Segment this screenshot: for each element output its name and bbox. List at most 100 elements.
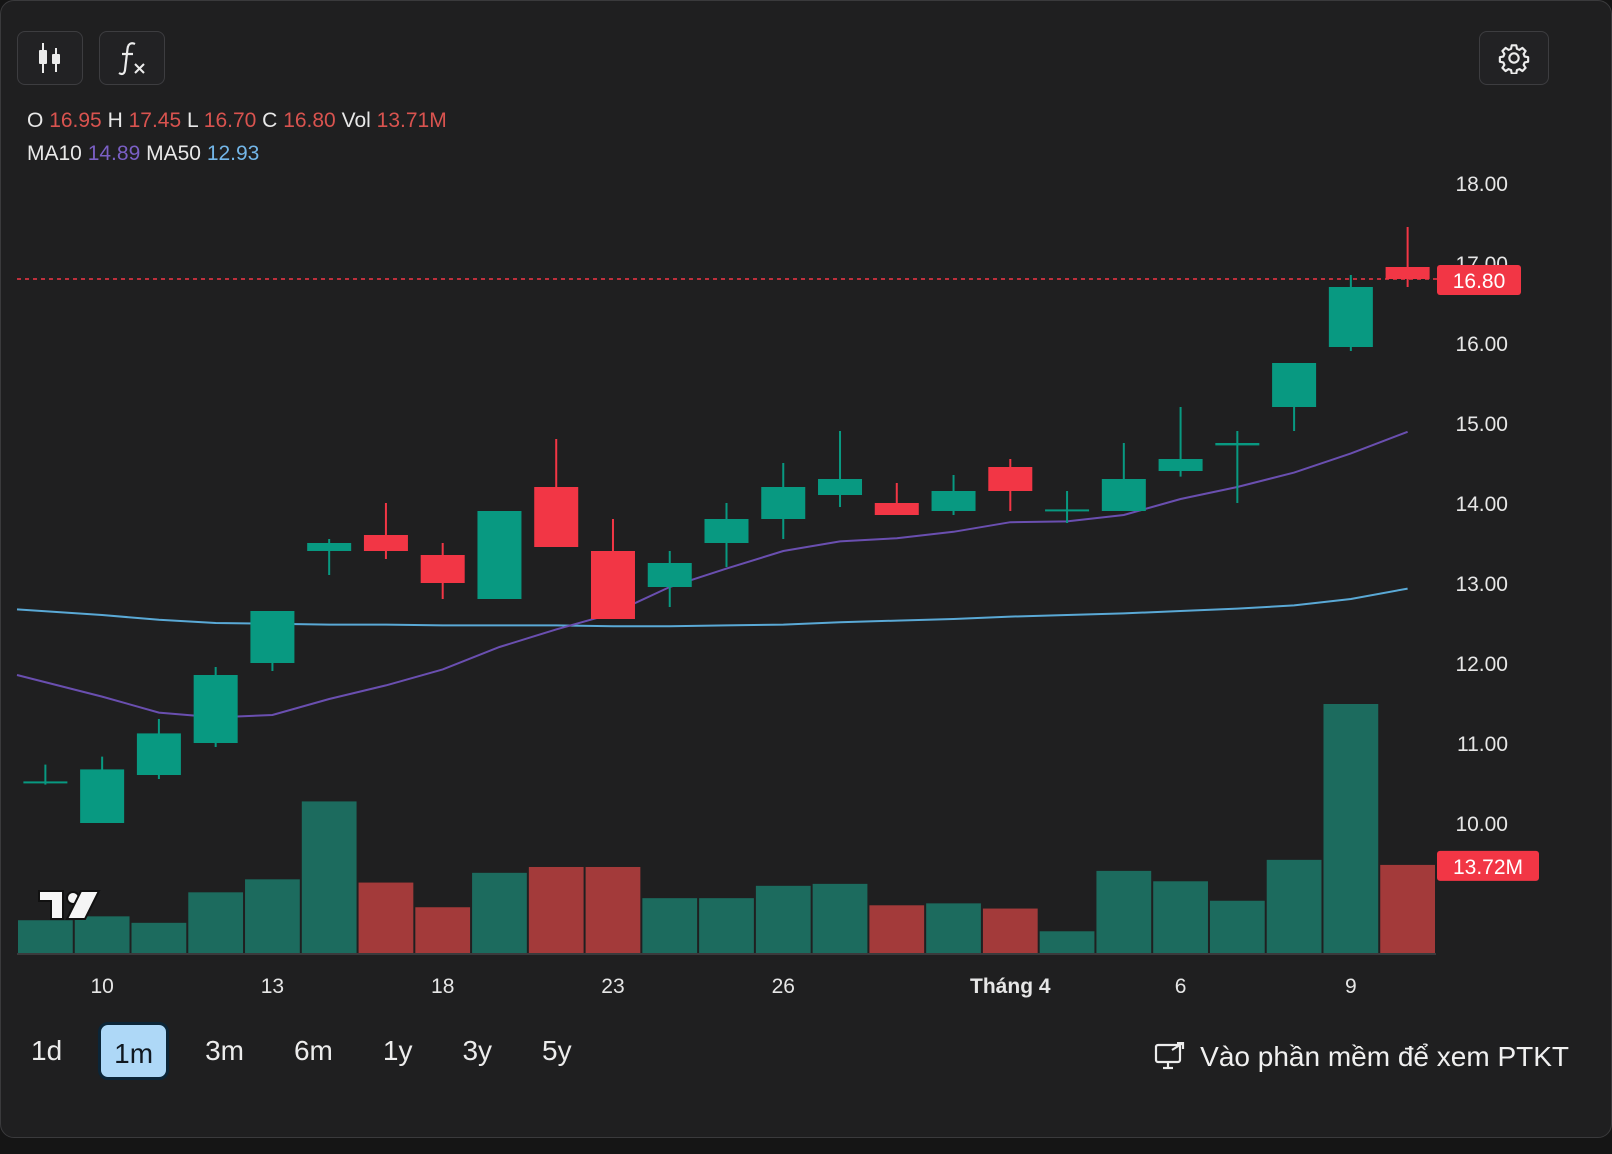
candle-body[interactable] [80, 769, 125, 823]
candle-body[interactable] [590, 551, 635, 619]
volume-bar [188, 892, 244, 954]
candle-body[interactable] [704, 519, 749, 543]
range-button-6m[interactable]: 6m [293, 1035, 333, 1066]
volume-bar [74, 916, 130, 954]
range-button-3y[interactable]: 3y [462, 1035, 493, 1066]
y-tick-label: 15.00 [1455, 413, 1508, 436]
candle-body[interactable] [1045, 509, 1090, 512]
candle-body[interactable] [931, 491, 976, 511]
range-button-3m[interactable]: 3m [205, 1035, 244, 1066]
gear-icon [1498, 44, 1530, 74]
candle-body[interactable] [420, 555, 465, 583]
ohlc-legend: O 16.95 H 17.45 L 16.70 C 16.80 Vol 13.7… [27, 109, 447, 133]
y-tick-label: 14.00 [1455, 493, 1508, 516]
candle-body[interactable] [193, 675, 238, 743]
candle-body[interactable] [874, 503, 919, 515]
candle-body[interactable] [23, 781, 68, 784]
candle-body[interactable] [1272, 363, 1317, 407]
open-label: O [27, 109, 44, 132]
open-technical-analysis-link[interactable]: Vào phần mềm để xem PTKT [1154, 1041, 1569, 1073]
candle-body[interactable] [477, 511, 522, 599]
last-volume-tag [1437, 850, 1539, 881]
volume-bar [755, 885, 811, 954]
volume-bar [585, 866, 641, 954]
x-tick-label: 9 [1345, 975, 1357, 998]
x-tick-label: 6 [1175, 975, 1187, 998]
volume-bar [1266, 859, 1322, 954]
y-tick-label: 12.00 [1455, 653, 1508, 676]
candle-body[interactable] [1101, 479, 1146, 511]
volume-bar [415, 907, 471, 954]
volume-bar [1096, 870, 1152, 954]
close-value: 16.80 [283, 109, 336, 132]
volume-label: Vol [341, 109, 371, 132]
x-tick-label: 23 [601, 975, 624, 998]
volume-bar [131, 922, 187, 954]
x-tick-label: 26 [772, 975, 795, 998]
y-tick-label: 18.00 [1455, 173, 1508, 196]
volume-bar [1380, 864, 1435, 954]
time-range-selector: 1d 1m 3m 6m 1y 3y 5y [17, 1019, 608, 1083]
range-button-5y[interactable]: 5y [542, 1035, 572, 1066]
volume-bar [699, 898, 754, 954]
candle-body[interactable] [647, 563, 692, 587]
volume-bar [642, 898, 698, 954]
open-technical-analysis-label: Vào phần mềm để xem PTKT [1200, 1041, 1569, 1072]
volume-bar [926, 903, 981, 954]
ma50-line [16, 587, 1408, 628]
candle-body[interactable] [818, 479, 863, 495]
volume-bar [812, 883, 868, 954]
range-button-1d[interactable]: 1d [31, 1035, 63, 1066]
open-value: 16.95 [49, 109, 102, 132]
volume-bar [528, 866, 584, 954]
candle-body[interactable] [307, 543, 352, 551]
ma10-label: MA10 [27, 142, 82, 165]
candle-body[interactable] [761, 487, 806, 519]
candle-body[interactable] [136, 733, 181, 775]
volume-value: 13.71M [376, 109, 447, 132]
high-label: H [107, 109, 123, 132]
range-button-1m[interactable]: 1m [98, 1022, 170, 1080]
candle-body[interactable] [1158, 459, 1203, 471]
ma50-value: 12.93 [206, 142, 260, 165]
tradingview-logo [38, 890, 101, 920]
high-value: 17.45 [128, 109, 182, 132]
low-value: 16.70 [203, 109, 257, 132]
y-tick-label: 13.00 [1455, 573, 1508, 596]
last-price-tag [1437, 265, 1521, 295]
monitor-link-icon [1155, 1042, 1185, 1070]
close-label: C [262, 109, 278, 132]
volume-bar [245, 879, 300, 954]
volume-bar [358, 882, 414, 954]
candle-body[interactable] [534, 487, 579, 547]
candlestick-type-button[interactable] [17, 31, 83, 85]
x-tick-label: Tháng 4 [970, 975, 1051, 998]
price-chart[interactable]: 18.0017.0016.0015.0014.0013.0012.0011.00… [1, 1, 1611, 1001]
x-tick-label: 18 [431, 975, 454, 998]
ma-legend: MA10 14.89 MA50 12.93 [27, 142, 259, 166]
candle-body[interactable] [1328, 287, 1373, 347]
ma10-line [16, 430, 1408, 719]
settings-button[interactable] [1479, 31, 1549, 85]
last-price-label: 16.80 [1453, 270, 1506, 293]
indicators-button[interactable] [99, 31, 165, 85]
candle-body[interactable] [1215, 443, 1260, 446]
last-volume-label: 13.72M [1453, 856, 1523, 879]
volume-bar [982, 908, 1038, 954]
volume-bar [472, 872, 527, 954]
low-label: L [187, 109, 198, 132]
volume-bar [1153, 881, 1208, 954]
candle-body[interactable] [1385, 267, 1430, 279]
ma50-label: MA50 [146, 142, 201, 165]
candle-body[interactable] [988, 467, 1033, 491]
y-tick-label: 10.00 [1455, 813, 1508, 836]
y-tick-label: 16.00 [1455, 333, 1508, 356]
candle-body[interactable] [363, 535, 408, 551]
volume-bar [301, 801, 357, 954]
volume-bar [1039, 931, 1095, 954]
volume-bar [869, 905, 925, 954]
volume-bar [1323, 704, 1379, 954]
volume-bar [1209, 900, 1265, 954]
range-button-1y[interactable]: 1y [382, 1035, 413, 1066]
candle-body[interactable] [250, 611, 295, 663]
